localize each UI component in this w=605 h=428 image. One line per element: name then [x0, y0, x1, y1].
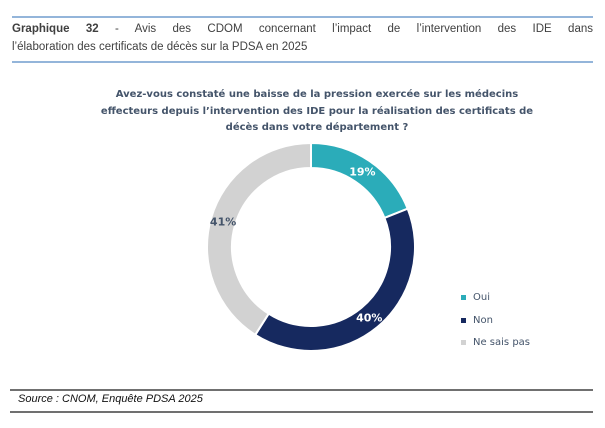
legend-item-ne-sais-pas: Ne sais pas — [461, 336, 530, 349]
title-top-rule — [12, 16, 593, 18]
legend-marker-oui — [461, 295, 466, 300]
chart-legend: Oui Non Ne sais pas — [461, 291, 530, 349]
legend-label-oui: Oui — [473, 292, 490, 303]
legend-item-non: Non — [461, 314, 530, 327]
donut-label-non: 40% — [356, 312, 382, 325]
source-top-rule — [10, 389, 593, 391]
figure-number: Graphique 32 — [12, 23, 99, 35]
chart-title: Avez-vous constaté une baisse de la pres… — [92, 87, 542, 137]
figure-title-line1: Graphique 32 - Avis des CDOM concernant … — [12, 21, 593, 39]
legend-marker-non — [461, 317, 466, 323]
chart-title-line3: décès dans votre département ? — [225, 122, 409, 133]
donut-label-ne-sais-pas: 41% — [210, 216, 236, 229]
donut-slice-ne-sais-pas — [206, 141, 312, 337]
chart-title-line2: effecteurs depuis l’intervention des IDE… — [100, 105, 534, 117]
legend-label-non: Non — [473, 314, 493, 326]
source-bottom-rule — [10, 411, 593, 413]
figure-title-line2: l’élaboration des certificats de décès s… — [12, 40, 308, 53]
donut-slice-non — [253, 207, 416, 353]
figure-title: Graphique 32 - Avis des CDOM concernant … — [12, 21, 593, 56]
legend-item-oui: Oui — [461, 291, 530, 304]
donut-slice-oui — [310, 141, 409, 220]
chart-title-line1: Avez-vous constaté une baisse de la pres… — [115, 89, 519, 100]
donut-label-oui: 19% — [349, 165, 375, 178]
legend-marker-ne-sais-pas — [461, 340, 466, 345]
legend-label-ne-sais-pas: Ne sais pas — [473, 337, 531, 348]
donut-chart: 19% 40% 41% — [206, 141, 416, 353]
figure-title-text: - Avis des CDOM concernant l’impact de l… — [98, 23, 593, 35]
title-bottom-rule — [12, 61, 593, 63]
source-caption: Source : CNOM, Enquête PDSA 2025 — [18, 393, 203, 405]
